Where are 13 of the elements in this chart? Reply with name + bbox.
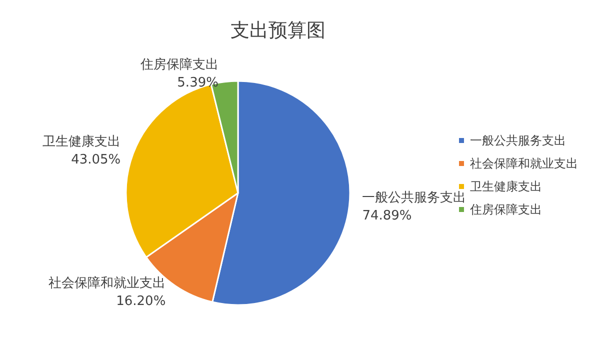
legend-label: 住房保障支出 — [469, 202, 542, 216]
slice-label: 社会保障和就业支出 — [48, 276, 166, 291]
legend-label: 社会保障和就业支出 — [470, 156, 578, 170]
slice-label: 住房保障支出 — [139, 56, 218, 72]
data-label: 43.05% — [71, 152, 121, 168]
slice-label: 卫生健康支出 — [42, 134, 121, 150]
chart-title: 支出预算图 — [230, 20, 326, 42]
data-label: 5.39% — [177, 75, 218, 90]
data-label: 74.89% — [362, 208, 412, 224]
data-label: 16.20% — [116, 294, 166, 309]
legend-label: 卫生健康支出 — [470, 180, 542, 194]
slice-label: 一般公共服务支出 — [362, 190, 466, 206]
legend-label: 一般公共服务支出 — [470, 134, 566, 148]
